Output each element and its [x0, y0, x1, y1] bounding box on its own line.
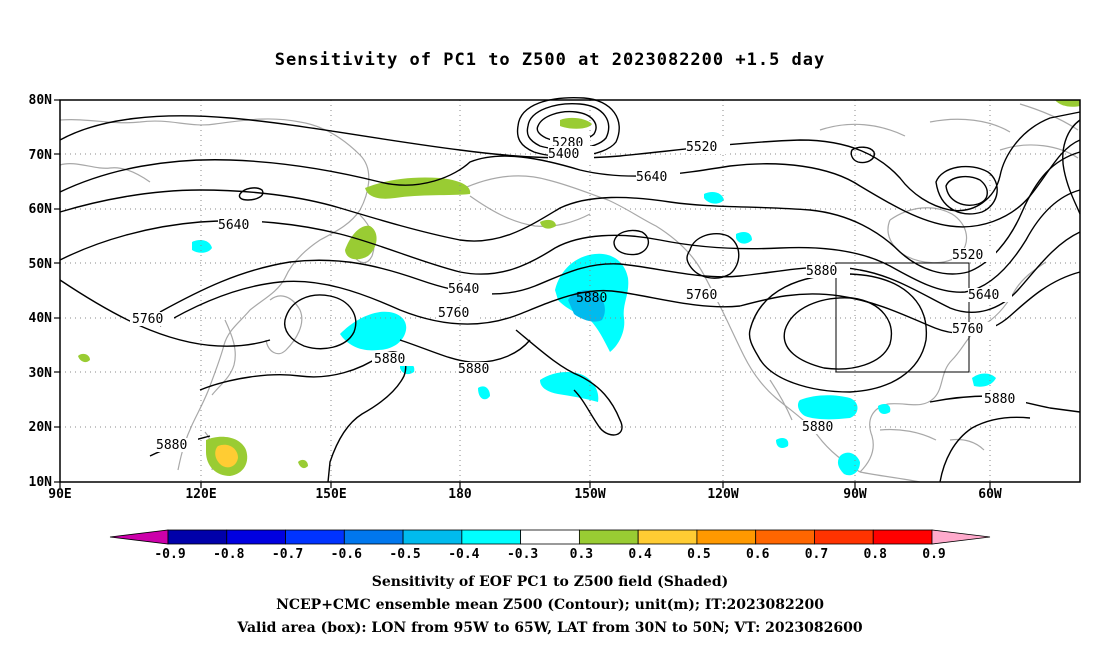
- contour-label: 5880: [802, 420, 833, 435]
- colorbar-swatch: [226, 529, 286, 545]
- colorbar-tick-label: -0.8: [213, 547, 244, 562]
- shade-patch: [215, 444, 238, 468]
- shade-patch: [878, 404, 891, 414]
- lat-label: 10N: [29, 475, 53, 490]
- axis-ticks: [54, 99, 991, 488]
- contour-label-group: 5280 5400 5520 5640 5640 5640 5520 5640 …: [130, 136, 1026, 453]
- lon-label: 150W: [574, 487, 605, 502]
- colorbar-swatch: [402, 529, 463, 545]
- colorbar-swatch: [755, 529, 815, 545]
- contour-label: 5880: [458, 362, 489, 377]
- lat-label: 70N: [29, 148, 53, 163]
- shade-patch: [345, 225, 377, 260]
- lat-label: 20N: [29, 420, 53, 435]
- shade-patch: [776, 438, 789, 448]
- colorbar-swatch: [167, 529, 228, 545]
- colorbar-swatch: [872, 529, 933, 545]
- colorbar-swatch: [696, 529, 757, 545]
- lat-label: 50N: [29, 257, 53, 272]
- colorbar-tick-label: -0.7: [272, 547, 303, 562]
- sensitivity-shading: [78, 100, 1080, 476]
- colorbar-swatch: [343, 529, 404, 545]
- valid-area-box: [835, 262, 970, 373]
- shade-patch: [78, 353, 90, 363]
- colorbar-swatch: [814, 529, 874, 545]
- contour-label: 5760: [438, 306, 469, 321]
- contour-label: 5880: [806, 264, 837, 279]
- colorbar-tick-label: 0.8: [863, 547, 887, 562]
- contour-label: 5640: [636, 170, 667, 185]
- lat-label: 40N: [29, 311, 53, 326]
- shade-patch: [365, 177, 471, 199]
- shade-patch: [540, 219, 556, 229]
- lat-label: 30N: [29, 366, 53, 381]
- lon-label: 90W: [843, 487, 867, 502]
- contour-label: 5640: [448, 282, 479, 297]
- colorbar-tick-label: 0.6: [746, 547, 770, 562]
- lon-label: 120W: [707, 487, 738, 502]
- contour-label: 5880: [984, 392, 1015, 407]
- colorbar-tick-label: 0.4: [628, 547, 652, 562]
- contour-label: 5760: [952, 322, 983, 337]
- contour-label: 5520: [952, 248, 983, 263]
- shade-patch: [340, 311, 407, 351]
- contour-label: 5760: [132, 312, 163, 327]
- contour-label: 5400: [548, 147, 579, 162]
- chart-title: Sensitivity of PC1 to Z500 at 2023082200…: [274, 50, 826, 70]
- colorbar-right-arrow: [931, 529, 991, 545]
- shade-patch: [568, 290, 605, 322]
- lon-label: 150E: [315, 487, 346, 502]
- lon-label: 120E: [185, 487, 216, 502]
- contour-label: 5880: [374, 352, 405, 367]
- footer-shading-caption: Sensitivity of EOF PC1 to Z500 field (Sh…: [371, 574, 729, 590]
- shade-patch: [797, 395, 858, 420]
- colorbar-swatch: [578, 529, 639, 545]
- contour-label: 5880: [156, 438, 187, 453]
- z500-contours: [59, 97, 1081, 483]
- lon-label: 90E: [48, 487, 71, 502]
- colorbar-swatch: [285, 529, 345, 545]
- footer-valid-area-caption: Valid area (box): LON from 95W to 65W, L…: [237, 620, 863, 636]
- colorbar-tick-label: -0.6: [331, 547, 362, 562]
- shade-patch: [704, 192, 724, 204]
- shade-patch: [972, 373, 996, 387]
- lon-label: 60W: [978, 487, 1002, 502]
- shade-patch: [560, 117, 592, 129]
- shade-patch: [1055, 100, 1080, 107]
- latitude-labels: 80N 70N 60N 50N 40N 30N 20N 10N: [29, 93, 53, 490]
- colorbar-tick-label: 0.9: [922, 547, 945, 562]
- lat-label: 80N: [29, 93, 53, 108]
- colorbar-tick-label: -0.4: [448, 547, 479, 562]
- shade-patch: [540, 372, 599, 402]
- colorbar-tick-label: -0.5: [389, 547, 420, 562]
- contour-label: 5640: [218, 218, 249, 233]
- contour-label: 5760: [686, 288, 717, 303]
- contour-label: 5640: [968, 288, 999, 303]
- longitude-labels: 90E 120E 150E 180 150W 120W 90W 60W: [48, 487, 1002, 502]
- colorbar-tick-label: 0.3: [570, 547, 593, 562]
- shade-patch: [837, 452, 860, 476]
- colorbar-swatch: [461, 529, 522, 545]
- shade-patch: [192, 240, 212, 253]
- colorbar-tick-label: -0.3: [507, 547, 538, 562]
- colorbar-tick-label: 0.7: [805, 547, 828, 562]
- footer-contour-caption: NCEP+CMC ensemble mean Z500 (Contour); u…: [276, 597, 824, 613]
- lat-label: 60N: [29, 202, 53, 217]
- contour-label: 5880: [576, 291, 607, 306]
- colorbar-swatch: [637, 529, 698, 545]
- shade-patch: [298, 459, 308, 469]
- colorbar: -0.9 -0.8 -0.7 -0.6 -0.5 -0.4 -0.3 0.3 0.4 0.5 0.6…: [109, 529, 991, 562]
- colorbar-left-arrow: [109, 529, 169, 545]
- contour-label: 5520: [686, 140, 717, 155]
- shade-patch: [478, 386, 490, 400]
- lon-label: 180: [448, 487, 472, 502]
- colorbar-tick-label: 0.5: [687, 547, 710, 562]
- colorbar-swatch: [520, 529, 580, 545]
- shade-patch: [736, 232, 752, 244]
- colorbar-tick-label: -0.9: [154, 547, 185, 562]
- map-frame: [59, 99, 1081, 483]
